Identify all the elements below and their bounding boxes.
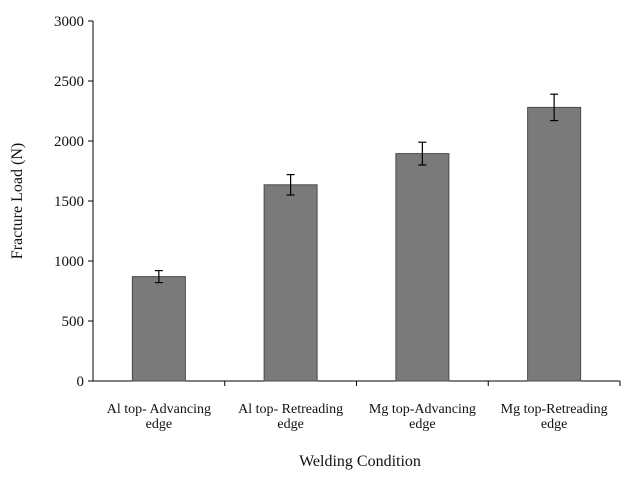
x-category-label: Mg top-Retreading xyxy=(501,402,608,417)
x-category-label: edge xyxy=(541,417,567,432)
y-tick-label: 1000 xyxy=(54,254,84,270)
x-axis-title: Welding Condition xyxy=(299,453,421,470)
y-tick-label: 1500 xyxy=(54,194,84,210)
bar xyxy=(263,184,318,382)
y-tick-label: 3000 xyxy=(54,14,84,30)
y-tick-label: 500 xyxy=(62,314,85,330)
x-category-label: Al top- Advancing xyxy=(107,402,211,417)
x-category-label: Al top- Retreading xyxy=(238,402,343,417)
y-tick-label: 0 xyxy=(77,374,85,390)
y-tick-label: 2500 xyxy=(54,74,84,90)
bar xyxy=(527,106,582,382)
y-axis-title: Fracture Load (N) xyxy=(9,143,26,259)
x-category-label: edge xyxy=(277,417,303,432)
x-category-label: Mg top-Advancing xyxy=(369,402,476,417)
bar xyxy=(131,276,186,382)
x-category-label: edge xyxy=(409,417,435,432)
x-category-label: edge xyxy=(146,417,172,432)
plot-area: 0 500 1000 1500 2000 2500 3000 Al top- Advancin… xyxy=(54,14,621,432)
y-tick-label: 2000 xyxy=(54,134,84,150)
bar xyxy=(395,153,450,382)
